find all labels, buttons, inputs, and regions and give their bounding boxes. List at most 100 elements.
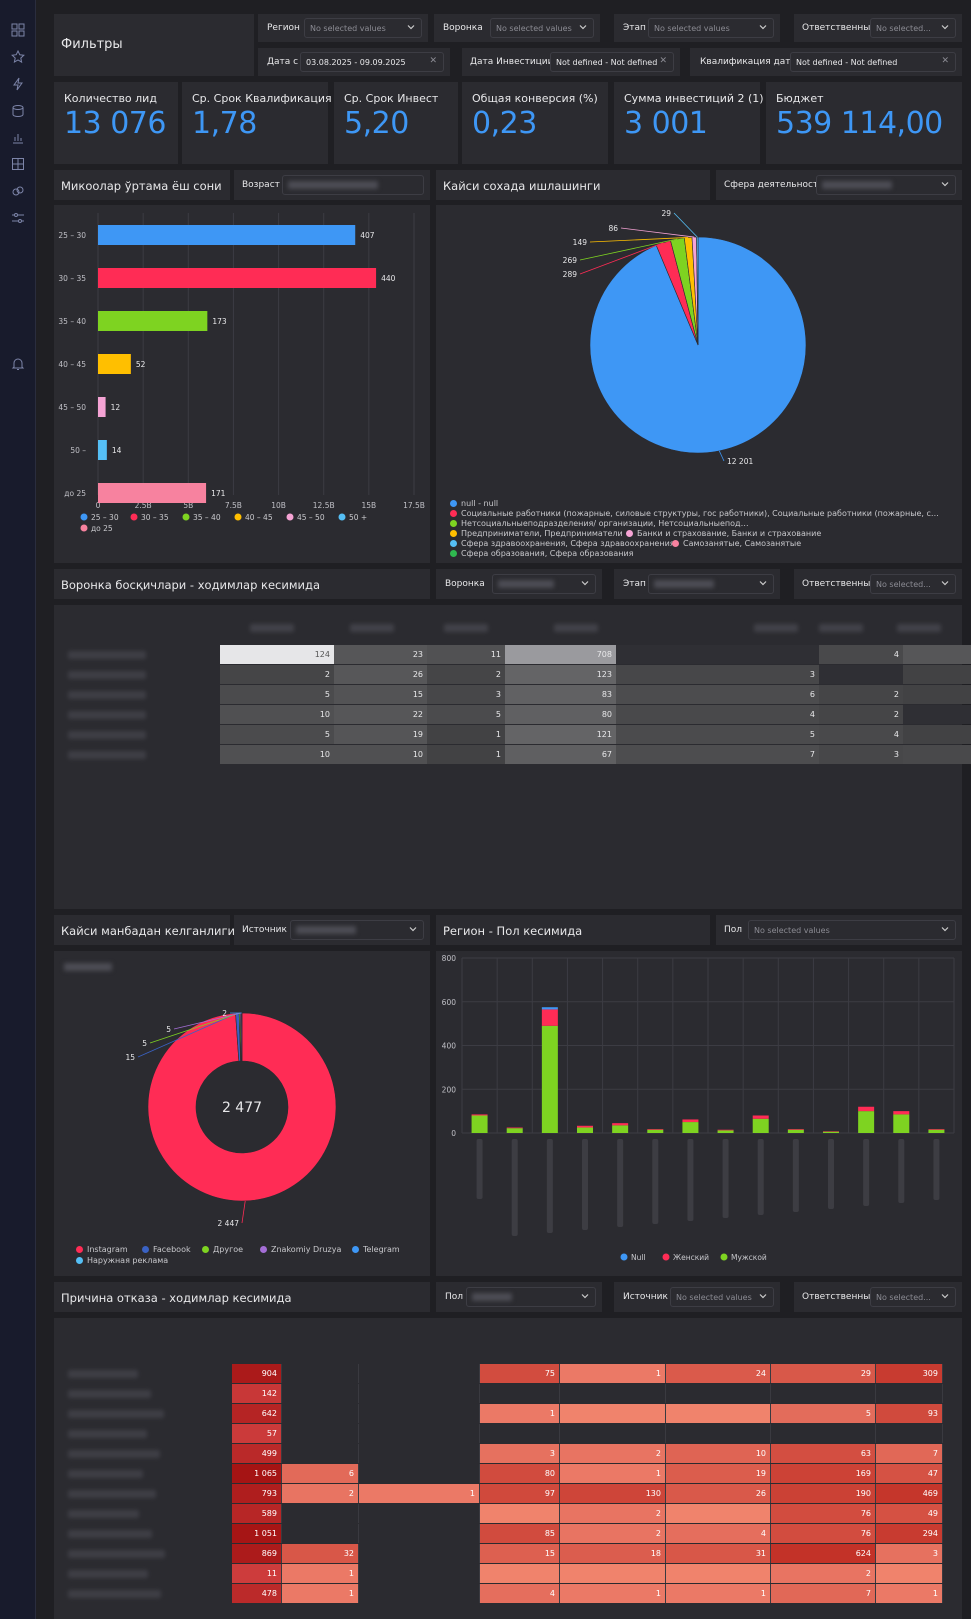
stage-select[interactable]: No selected values	[648, 18, 774, 38]
reason-source-select[interactable]: No selected values	[670, 1287, 774, 1307]
chevron-down-icon	[941, 1294, 949, 1299]
sphere-select[interactable]	[816, 175, 956, 195]
blurred-chart-title	[64, 963, 112, 971]
region-select[interactable]: No selected values	[304, 18, 422, 38]
legend-label[interactable]: до 25	[91, 524, 113, 533]
funnel-stage-label: Этап	[623, 579, 646, 589]
bar-value-label: 407	[360, 231, 375, 240]
table-cell	[819, 665, 903, 684]
chart-icon[interactable]	[11, 131, 25, 145]
age-select[interactable]	[282, 175, 424, 195]
reason-responsible-select[interactable]: No selected...	[870, 1287, 956, 1307]
heatmap-cell	[876, 1564, 943, 1583]
pie-slice[interactable]	[589, 236, 807, 454]
table-cell: 1	[903, 725, 971, 744]
clear-icon[interactable]: ✕	[941, 56, 949, 66]
invest-date-input[interactable]: Not defined - Not defined ✕	[550, 52, 674, 72]
heatmap-cell: 190	[771, 1484, 876, 1503]
responsible-select[interactable]: No selected...	[870, 18, 956, 38]
legend-item[interactable]: Znakomiy Druzya	[260, 1245, 341, 1254]
source-select[interactable]	[290, 920, 424, 940]
qual-date-input[interactable]: Not defined - Not defined ✕	[790, 52, 956, 72]
legend-item[interactable]: Банки и страхование, Банки и страхование	[626, 529, 821, 538]
responsible-value: No selected...	[876, 24, 931, 33]
pie-slice[interactable]	[696, 236, 699, 346]
reason-gender-select[interactable]	[466, 1287, 596, 1307]
legend-label[interactable]: Мужской	[731, 1253, 767, 1262]
table-cell: 3	[427, 685, 505, 704]
legend-item[interactable]: Сфера образования, Сфера образования	[450, 549, 633, 558]
link-icon[interactable]	[11, 184, 25, 198]
slice-label: 2	[222, 1009, 227, 1018]
heatmap-cell: 2	[560, 1524, 666, 1543]
pie-slice[interactable]	[147, 1012, 337, 1202]
blurred-header	[350, 624, 394, 632]
clear-icon[interactable]: ✕	[659, 56, 667, 66]
lightning-icon[interactable]	[11, 77, 25, 91]
funnel-select[interactable]: No selected values	[490, 18, 594, 38]
legend-item[interactable]: Сфера здравоохранения, Сфера здравоохран…	[450, 539, 675, 548]
legend-label[interactable]: 45 – 50	[297, 513, 325, 522]
star-icon[interactable]	[11, 50, 25, 64]
stage-value: No selected values	[654, 24, 730, 33]
clear-icon[interactable]: ✕	[429, 56, 437, 66]
y-tick-label: 50 –	[70, 446, 86, 455]
legend-item[interactable]: Предприниматели, Предприниматели	[450, 529, 623, 538]
legend-item[interactable]: Другое	[202, 1245, 243, 1254]
chevron-down-icon	[941, 182, 949, 187]
heatmap-cell: 499	[232, 1444, 282, 1463]
funnel-panel-select[interactable]	[492, 574, 596, 594]
legend-item[interactable]: null - null	[450, 499, 498, 508]
dashboard-icon[interactable]	[11, 23, 25, 37]
bell-icon[interactable]	[11, 357, 25, 371]
legend-item[interactable]: Наружная реклама	[76, 1256, 168, 1265]
sphere-panel-header: Кайси сохада ишлашинги	[436, 170, 710, 200]
chevron-down-icon	[579, 25, 587, 30]
funnel-stage-select[interactable]	[648, 574, 774, 594]
y-tick-label: 30 – 35	[58, 274, 86, 283]
y-tick-label: 40 – 45	[58, 360, 86, 369]
donut-total: 2 477	[222, 1100, 262, 1116]
table-cell: 1	[903, 685, 971, 704]
legend-label[interactable]: 35 – 40	[193, 513, 221, 522]
slice-label: 149	[573, 238, 588, 247]
table-cell: 5	[220, 725, 334, 744]
legend-item[interactable]: Facebook	[142, 1245, 191, 1254]
legend-dot	[450, 540, 457, 547]
funnel-responsible-filter: Ответственный No selected...	[794, 569, 962, 599]
legend-dot	[260, 1246, 267, 1253]
grid-icon[interactable]	[11, 157, 25, 171]
legend-item[interactable]: Социальные работники (пожарные, силовые …	[450, 509, 940, 518]
gender-filter-label: Пол	[724, 925, 743, 935]
table-cell: 4	[819, 645, 903, 664]
database-icon[interactable]	[11, 104, 25, 118]
blurred-row-label	[68, 751, 146, 759]
legend-dot	[130, 513, 138, 521]
age-chart-panel: 0 2.5В 5В 7.5В 10В 12.5В 15В 17.5В 25 – 30 407 30 …	[54, 205, 430, 563]
legend-item[interactable]: Instagram	[76, 1245, 128, 1254]
legend-label: null - null	[461, 499, 499, 508]
legend-item[interactable]: Нетсоциальныеподразделения/ организации,…	[450, 519, 750, 528]
legend-label[interactable]: 40 – 45	[245, 513, 273, 522]
gender-filter: Пол No selected values	[716, 915, 962, 945]
blurred-row-label	[68, 711, 146, 719]
chevron-down-icon	[581, 1294, 589, 1299]
legend-label[interactable]: 25 – 30	[91, 513, 119, 522]
legend-item[interactable]: Самозанятые, Самозанятые	[672, 539, 801, 548]
source-panel-header: Кайси манбадан келганлиги	[54, 915, 235, 945]
legend-label[interactable]: Null	[631, 1253, 646, 1262]
settings-sliders-icon[interactable]	[11, 211, 25, 225]
funnel-responsible-select[interactable]: No selected...	[870, 574, 956, 594]
region-label: Регион	[267, 23, 300, 33]
date-from-input[interactable]: 03.08.2025 - 09.09.2025 ✕	[300, 52, 444, 72]
legend-label[interactable]: 50 +	[349, 513, 367, 522]
gender-select[interactable]: No selected values	[748, 920, 956, 940]
legend-item[interactable]: Telegram	[352, 1245, 400, 1254]
heatmap-cell: 1	[666, 1584, 771, 1603]
heatmap-cell	[359, 1524, 480, 1543]
x-tick-label: 7.5В	[225, 501, 242, 510]
heatmap-cell: 31	[666, 1544, 771, 1563]
legend-label[interactable]: Женский	[673, 1253, 709, 1262]
heatmap-cell: 29	[771, 1364, 876, 1383]
legend-label[interactable]: 30 – 35	[141, 513, 169, 522]
